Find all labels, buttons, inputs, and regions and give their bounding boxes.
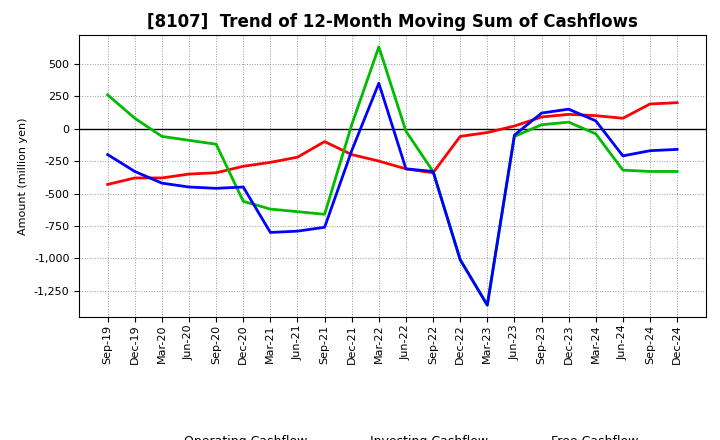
Investing Cashflow — [537, 122, 546, 128]
Operating Cashflow — [266, 160, 275, 165]
Operating Cashflow — [158, 175, 166, 180]
Investing Cashflow — [104, 92, 112, 98]
Investing Cashflow — [483, 302, 492, 308]
Investing Cashflow — [564, 120, 573, 125]
Investing Cashflow — [374, 44, 383, 50]
Investing Cashflow — [646, 169, 654, 174]
Investing Cashflow — [672, 169, 681, 174]
Free Cashflow — [672, 147, 681, 152]
Free Cashflow — [483, 302, 492, 308]
Free Cashflow — [130, 169, 139, 174]
Operating Cashflow — [483, 130, 492, 135]
Free Cashflow — [428, 169, 437, 174]
Y-axis label: Amount (million yen): Amount (million yen) — [18, 117, 28, 235]
Operating Cashflow — [239, 164, 248, 169]
Free Cashflow — [510, 132, 518, 138]
Investing Cashflow — [428, 169, 437, 174]
Free Cashflow — [185, 184, 194, 190]
Free Cashflow — [212, 186, 220, 191]
Operating Cashflow — [672, 100, 681, 105]
Line: Investing Cashflow: Investing Cashflow — [108, 47, 677, 305]
Investing Cashflow — [320, 212, 329, 217]
Operating Cashflow — [130, 175, 139, 180]
Investing Cashflow — [185, 138, 194, 143]
Free Cashflow — [591, 118, 600, 124]
Free Cashflow — [564, 106, 573, 112]
Operating Cashflow — [293, 154, 302, 160]
Investing Cashflow — [510, 134, 518, 139]
Investing Cashflow — [158, 134, 166, 139]
Operating Cashflow — [618, 116, 627, 121]
Free Cashflow — [646, 148, 654, 153]
Operating Cashflow — [537, 114, 546, 120]
Investing Cashflow — [618, 168, 627, 173]
Free Cashflow — [348, 148, 356, 153]
Investing Cashflow — [239, 199, 248, 204]
Operating Cashflow — [456, 134, 464, 139]
Free Cashflow — [402, 166, 410, 172]
Free Cashflow — [320, 224, 329, 230]
Investing Cashflow — [293, 209, 302, 214]
Legend: Operating Cashflow, Investing Cashflow, Free Cashflow: Operating Cashflow, Investing Cashflow, … — [142, 430, 643, 440]
Operating Cashflow — [646, 101, 654, 106]
Operating Cashflow — [428, 170, 437, 176]
Investing Cashflow — [456, 257, 464, 262]
Operating Cashflow — [591, 113, 600, 118]
Title: [8107]  Trend of 12-Month Moving Sum of Cashflows: [8107] Trend of 12-Month Moving Sum of C… — [147, 13, 638, 31]
Free Cashflow — [158, 180, 166, 186]
Operating Cashflow — [348, 152, 356, 157]
Investing Cashflow — [130, 116, 139, 121]
Investing Cashflow — [402, 128, 410, 134]
Operating Cashflow — [564, 112, 573, 117]
Investing Cashflow — [212, 142, 220, 147]
Operating Cashflow — [402, 166, 410, 172]
Free Cashflow — [537, 110, 546, 116]
Free Cashflow — [293, 228, 302, 234]
Investing Cashflow — [266, 206, 275, 212]
Free Cashflow — [104, 152, 112, 157]
Operating Cashflow — [320, 139, 329, 144]
Free Cashflow — [456, 257, 464, 262]
Operating Cashflow — [104, 182, 112, 187]
Operating Cashflow — [510, 123, 518, 128]
Free Cashflow — [618, 153, 627, 158]
Line: Operating Cashflow: Operating Cashflow — [108, 103, 677, 184]
Operating Cashflow — [185, 172, 194, 177]
Investing Cashflow — [348, 122, 356, 128]
Free Cashflow — [266, 230, 275, 235]
Investing Cashflow — [591, 131, 600, 136]
Free Cashflow — [239, 184, 248, 190]
Operating Cashflow — [374, 158, 383, 164]
Free Cashflow — [374, 81, 383, 86]
Operating Cashflow — [212, 170, 220, 176]
Line: Free Cashflow: Free Cashflow — [108, 83, 677, 305]
